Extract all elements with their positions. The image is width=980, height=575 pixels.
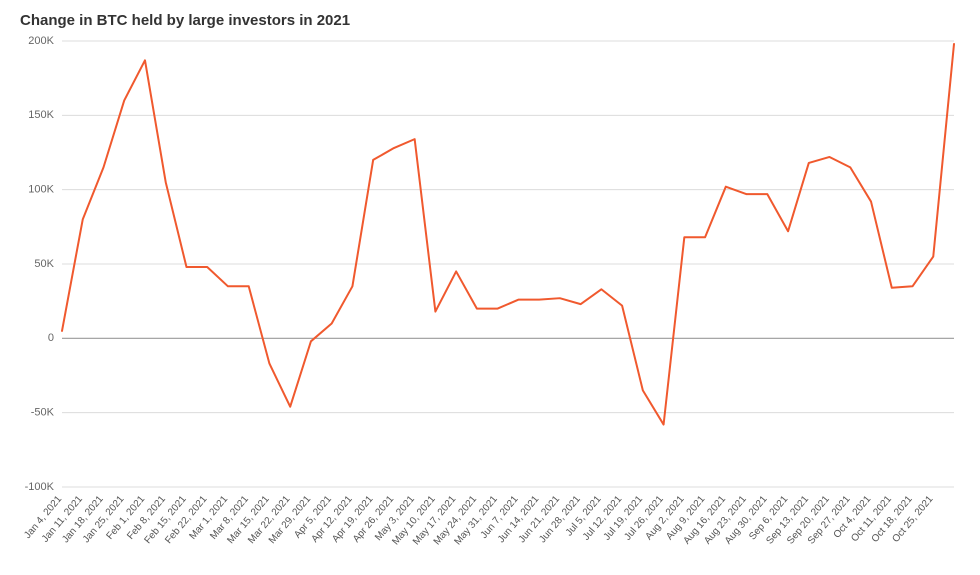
chart-title: Change in BTC held by large investors in…: [20, 12, 962, 29]
y-tick-label: -100K: [25, 481, 55, 493]
chart-container: Change in BTC held by large investors in…: [0, 0, 980, 571]
y-tick-label: 50K: [34, 258, 54, 270]
line-chart: -100K-50K050K100K150K200KJan 4, 2021Jan …: [18, 35, 962, 575]
y-tick-label: 200K: [28, 35, 54, 47]
y-tick-label: -50K: [31, 407, 55, 419]
y-tick-label: 0: [48, 332, 54, 344]
y-tick-label: 150K: [28, 109, 54, 121]
data-line: [62, 44, 954, 425]
y-tick-label: 100K: [28, 184, 54, 196]
